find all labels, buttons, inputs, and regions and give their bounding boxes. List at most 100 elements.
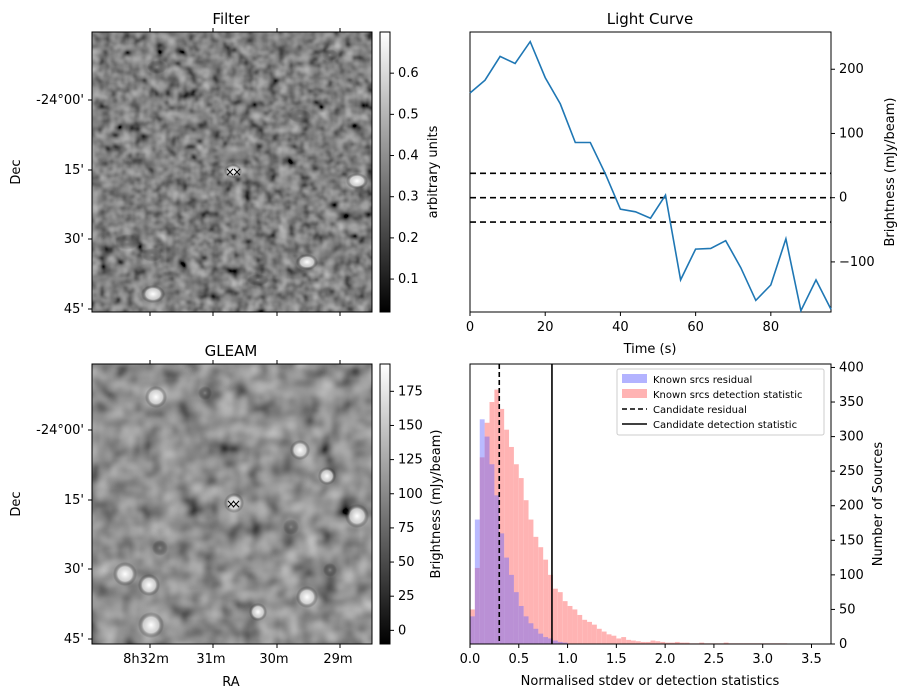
- filter-colorbar-ticks: 0.1 0.2 0.3 0.4 0.5 0.6: [390, 66, 419, 287]
- histogram-candidate-lines: [498, 364, 553, 644]
- histogram-detection-bar: [470, 609, 475, 644]
- histogram-residual-bar: [479, 419, 485, 644]
- histogram-residual-bar: [543, 637, 549, 644]
- gleam-colorbar: 0 25 50 75 100 125 150 175 Brightness (mJy/beam…: [379, 363, 444, 645]
- lightcurve-plot-area: [469, 31, 832, 313]
- gleam-xtick-label: 30m: [259, 652, 288, 667]
- histogram-residual-bar: [504, 557, 510, 644]
- histogram-panel: 0.0 0.5 1.0 1.5 2.0 2.5 3.0 3.5 0 50 100 150 200 250…: [460, 360, 886, 689]
- histogram-residual-bar: [518, 605, 524, 644]
- histogram-detection-bar: [523, 500, 529, 644]
- lightcurve-yticks: −100 0 100 200: [831, 62, 875, 270]
- histogram-residual-bar: [474, 519, 480, 644]
- histogram-residual-bar: [494, 495, 500, 644]
- histogram-xtick-label: 1.5: [606, 652, 627, 667]
- histogram-ytick-label: 400: [839, 360, 864, 375]
- lightcurve-xtick-label: 0: [466, 320, 474, 335]
- lightcurve-threshold-lines: [470, 172, 831, 223]
- gleam-marker-red: ×: [226, 497, 236, 511]
- histogram-residual-bar: [489, 464, 495, 644]
- legend-swatch-residual: [622, 374, 647, 383]
- histogram-residual-bar: [499, 533, 505, 644]
- filter-ytick-label: 30': [64, 232, 84, 247]
- colorbar-tick-label: 125: [398, 453, 423, 468]
- gleam-panel: GLEAM × × Dec -24°00': [9, 342, 444, 690]
- histogram-xtick-label: 3.0: [752, 652, 773, 667]
- colorbar-tick-label: 0.1: [398, 272, 419, 287]
- gleam-yticks: -24°00' 15' 30' 45': [36, 423, 92, 647]
- histogram-detection-bar: [548, 574, 553, 644]
- legend-label: Candidate detection statistic: [653, 420, 797, 431]
- histogram-detection-bar: [484, 422, 490, 644]
- histogram-xtick-label: 0.5: [508, 652, 529, 667]
- histogram-detection-bar: [655, 641, 661, 644]
- histogram-residual-bar: [562, 642, 568, 644]
- colorbar-tick-label: 0.6: [398, 66, 419, 81]
- histogram-ylabel: Number of Sources: [871, 442, 886, 567]
- legend-label: Known srcs residual: [653, 375, 752, 386]
- histogram-detection-bar: [670, 642, 675, 644]
- gleam-colorbar-label: Brightness (mJy/beam): [429, 430, 444, 579]
- gleam-xlabel: RA: [222, 675, 240, 690]
- gleam-ytick-label: -24°00': [36, 423, 84, 438]
- histogram-detection-bar: [665, 642, 671, 644]
- legend-label: Candidate residual: [653, 405, 747, 416]
- histogram-detection-bar: [616, 638, 622, 644]
- lightcurve-ytick-label: 100: [839, 126, 864, 141]
- lightcurve-xtick-label: 40: [612, 320, 629, 335]
- histogram-residual-bar: [484, 436, 490, 644]
- histogram-detection-bar: [528, 519, 534, 644]
- histogram-detection-bar: [543, 559, 549, 644]
- histogram-xtick-label: 2.5: [704, 652, 725, 667]
- histogram-residual-bar: [470, 616, 475, 644]
- colorbar-tick-label: 0.4: [398, 149, 419, 164]
- histogram-detection-bar: [723, 642, 729, 644]
- lightcurve-panel: Light Curve 0 20 40 60 80 −100 0 100 200 Time (…: [466, 10, 898, 357]
- histogram-residual-bar: [552, 640, 558, 644]
- gleam-image: [92, 364, 372, 644]
- legend-label: Known srcs detection statistic: [653, 390, 802, 401]
- histogram-ytick-label: 300: [839, 430, 864, 445]
- lightcurve-ytick-label: 0: [839, 191, 847, 206]
- histogram-detection-bar: [606, 634, 612, 644]
- histogram-detection-bar: [650, 640, 656, 644]
- histogram-detection-bar: [562, 601, 568, 644]
- histogram-xtick-label: 0.0: [460, 652, 481, 667]
- colorbar-tick-label: 100: [398, 487, 423, 502]
- histogram-legend: Known srcs residual Known srcs detection…: [616, 368, 825, 436]
- lightcurve-title: Light Curve: [607, 10, 693, 28]
- gleam-marker-blue: ×: [231, 497, 241, 511]
- histogram-yticks: 0 50 100 150 200 250 300 350 400: [831, 360, 864, 652]
- colorbar-tick-label: 0.2: [398, 231, 419, 246]
- lightcurve-ylabel: Brightness (mJy/beam): [883, 98, 898, 247]
- gleam-title: GLEAM: [205, 342, 258, 360]
- gleam-ytick-label: 15': [64, 493, 84, 508]
- lightcurve-ytick-label: −100: [839, 255, 875, 270]
- histogram-detection-bar: [499, 408, 505, 644]
- gleam-xticks: 8h32m 31m 30m 29m: [123, 360, 353, 667]
- colorbar-tick-label: 150: [398, 418, 423, 433]
- histogram-detection-bar: [577, 614, 583, 644]
- gleam-colorbar-ticks: 0 25 50 75 100 125 150 175: [390, 384, 423, 638]
- histogram-detection-bar: [489, 402, 495, 644]
- lightcurve-series-line: [469, 39, 832, 314]
- histogram-detection-bar: [591, 624, 597, 644]
- histogram-detection-bar: [660, 641, 666, 644]
- histogram-xlabel: Normalised stdev or detection statistics: [521, 674, 780, 689]
- filter-colorbar-label: arbitrary units: [426, 125, 441, 218]
- filter-image: [92, 32, 372, 312]
- histogram-ytick-label: 0: [839, 637, 847, 652]
- histogram-detection-bar: [557, 592, 563, 644]
- lightcurve-xtick-label: 80: [763, 320, 780, 335]
- histogram-detection-bar: [679, 642, 685, 644]
- histogram-xtick-label: 2.0: [655, 652, 676, 667]
- histogram-detection-bar: [474, 567, 480, 644]
- histogram-detection-bar: [630, 640, 636, 644]
- histogram-ytick-label: 350: [839, 395, 864, 410]
- lightcurve-xlabel: Time (s): [623, 342, 677, 357]
- lightcurve-xtick-label: 20: [537, 320, 554, 335]
- filter-ytick-label: 15': [64, 163, 84, 178]
- histogram-ytick-label: 100: [839, 568, 864, 583]
- colorbar-tick-label: 0: [398, 623, 406, 638]
